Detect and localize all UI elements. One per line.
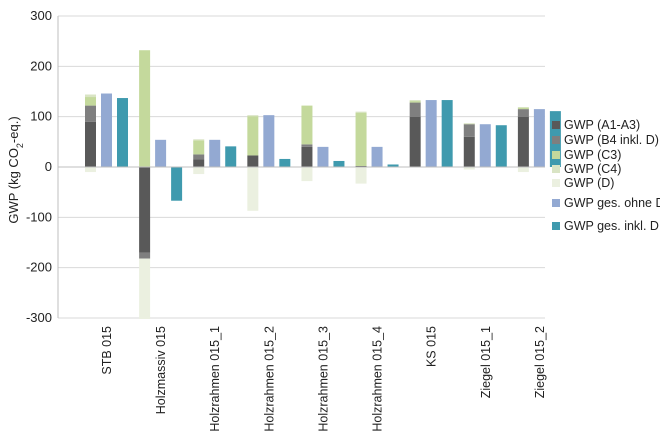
stack-segment: [463, 124, 475, 137]
y-axis-title-main: GWP (kg CO: [6, 148, 21, 224]
category-label: STB 015: [100, 326, 114, 375]
legend-label: GWP (C3): [564, 148, 621, 162]
stack-segment: [247, 115, 259, 117]
total-bar: [333, 160, 345, 167]
category-label: Ziegel 015_2: [533, 326, 547, 398]
total-bar: [387, 164, 399, 167]
total-bar: [225, 146, 237, 167]
stack-segment: [301, 146, 313, 167]
legend-swatch: [552, 151, 560, 159]
legend-swatch: [552, 136, 560, 144]
legend-label: GWP (D): [564, 176, 614, 190]
y-axis-title-tail: -eq.): [6, 116, 21, 143]
legend-swatch: [552, 121, 560, 129]
stack-segment: [139, 50, 151, 167]
category-label: Holzmassiv 015: [154, 326, 168, 414]
stack-segment: [193, 159, 205, 167]
stack-segment: [409, 100, 421, 102]
total-bar: [371, 146, 383, 167]
total-bar: [101, 93, 112, 167]
stack-segment: [355, 112, 367, 166]
category-label: Holzrahmen 015_3: [316, 326, 330, 432]
category-label: Holzrahmen 015_1: [208, 326, 222, 432]
y-tick-label: -200: [26, 260, 52, 275]
category-labels: STB 015 Holzmassiv 015 Holzrahmen 015_1 Hol…: [100, 326, 547, 432]
stack-segment: [355, 111, 367, 113]
y-axis-title-subscript: 2: [15, 143, 25, 148]
legend: GWP (A1-A3)GWP (B4 inkl. D)GWP (C3)GWP (…: [552, 118, 660, 233]
total-bar: [495, 125, 507, 167]
total-bar: [441, 100, 453, 167]
total-bar: [279, 158, 291, 167]
stack-segment: [301, 144, 313, 147]
legend-label: GWP ges. ohne D: [564, 196, 660, 210]
stack-segment: [139, 258, 151, 320]
legend-label: GWP (C4): [564, 162, 621, 176]
stack-segment: [355, 167, 367, 184]
y-tick-label: -300: [26, 310, 52, 325]
legend-label: GWP (B4 inkl. D): [564, 133, 659, 147]
category-label: Holzrahmen 015_2: [262, 326, 276, 432]
y-tick-label: 300: [30, 8, 52, 23]
stack-segment: [517, 116, 529, 167]
stack-segment: [517, 107, 529, 108]
stack-segment: [247, 155, 259, 167]
stack-segment: [247, 167, 259, 211]
total-bar: [209, 139, 221, 167]
stack-segment: [355, 165, 367, 167]
stack-segment: [463, 167, 475, 170]
stack-segment: [463, 123, 475, 124]
stack-segment: [85, 94, 96, 98]
stack-segment: [463, 136, 475, 167]
stack-segment: [409, 102, 421, 117]
y-tick-labels: -300 -200 -100 0 100 200 300: [26, 8, 52, 325]
y-tick-label: 200: [30, 58, 52, 73]
bars: [85, 50, 561, 320]
total-bar: [171, 167, 183, 201]
total-bar: [425, 100, 437, 167]
stack-segment: [139, 167, 151, 253]
legend-swatch: [552, 199, 560, 207]
stack-segment: [463, 123, 475, 125]
y-axis-title: GWP (kg CO2-eq.): [6, 116, 25, 223]
category-label: Ziegel 015_1: [479, 326, 493, 398]
stack-segment: [193, 140, 205, 155]
total-bar: [155, 139, 167, 167]
stack-segment: [193, 167, 205, 175]
legend-label: GWP (A1-A3): [564, 118, 640, 132]
total-bar: [117, 98, 128, 167]
total-bar: [317, 146, 329, 167]
total-bar: [263, 115, 275, 167]
y-tick-label: 100: [30, 109, 52, 124]
y-tick-label: 0: [45, 159, 52, 174]
stack-segment: [247, 116, 259, 156]
stack-segment: [85, 167, 96, 173]
stack-segment: [409, 116, 421, 167]
total-bar: [533, 109, 545, 167]
stack-segment: [85, 97, 96, 106]
y-tick-label: -100: [26, 209, 52, 224]
stack-segment: [193, 154, 205, 160]
stack-segment: [193, 139, 205, 141]
legend-label: GWP ges. inkl. D: [564, 219, 659, 233]
stack-segment: [85, 105, 96, 122]
category-label: Holzrahmen 015_4: [371, 326, 385, 432]
stack-segment: [517, 167, 529, 173]
legend-swatch: [552, 165, 560, 173]
stack-segment: [301, 105, 313, 145]
stack-segment: [139, 252, 151, 259]
legend-swatch: [552, 222, 560, 230]
total-bar: [479, 124, 491, 167]
stack-segment: [517, 109, 529, 117]
stack-segment: [85, 121, 96, 167]
stack-segment: [409, 101, 421, 103]
legend-swatch: [552, 179, 560, 187]
stack-segment: [301, 167, 313, 182]
stack-segment: [517, 107, 529, 110]
category-label: KS 015: [425, 326, 439, 367]
